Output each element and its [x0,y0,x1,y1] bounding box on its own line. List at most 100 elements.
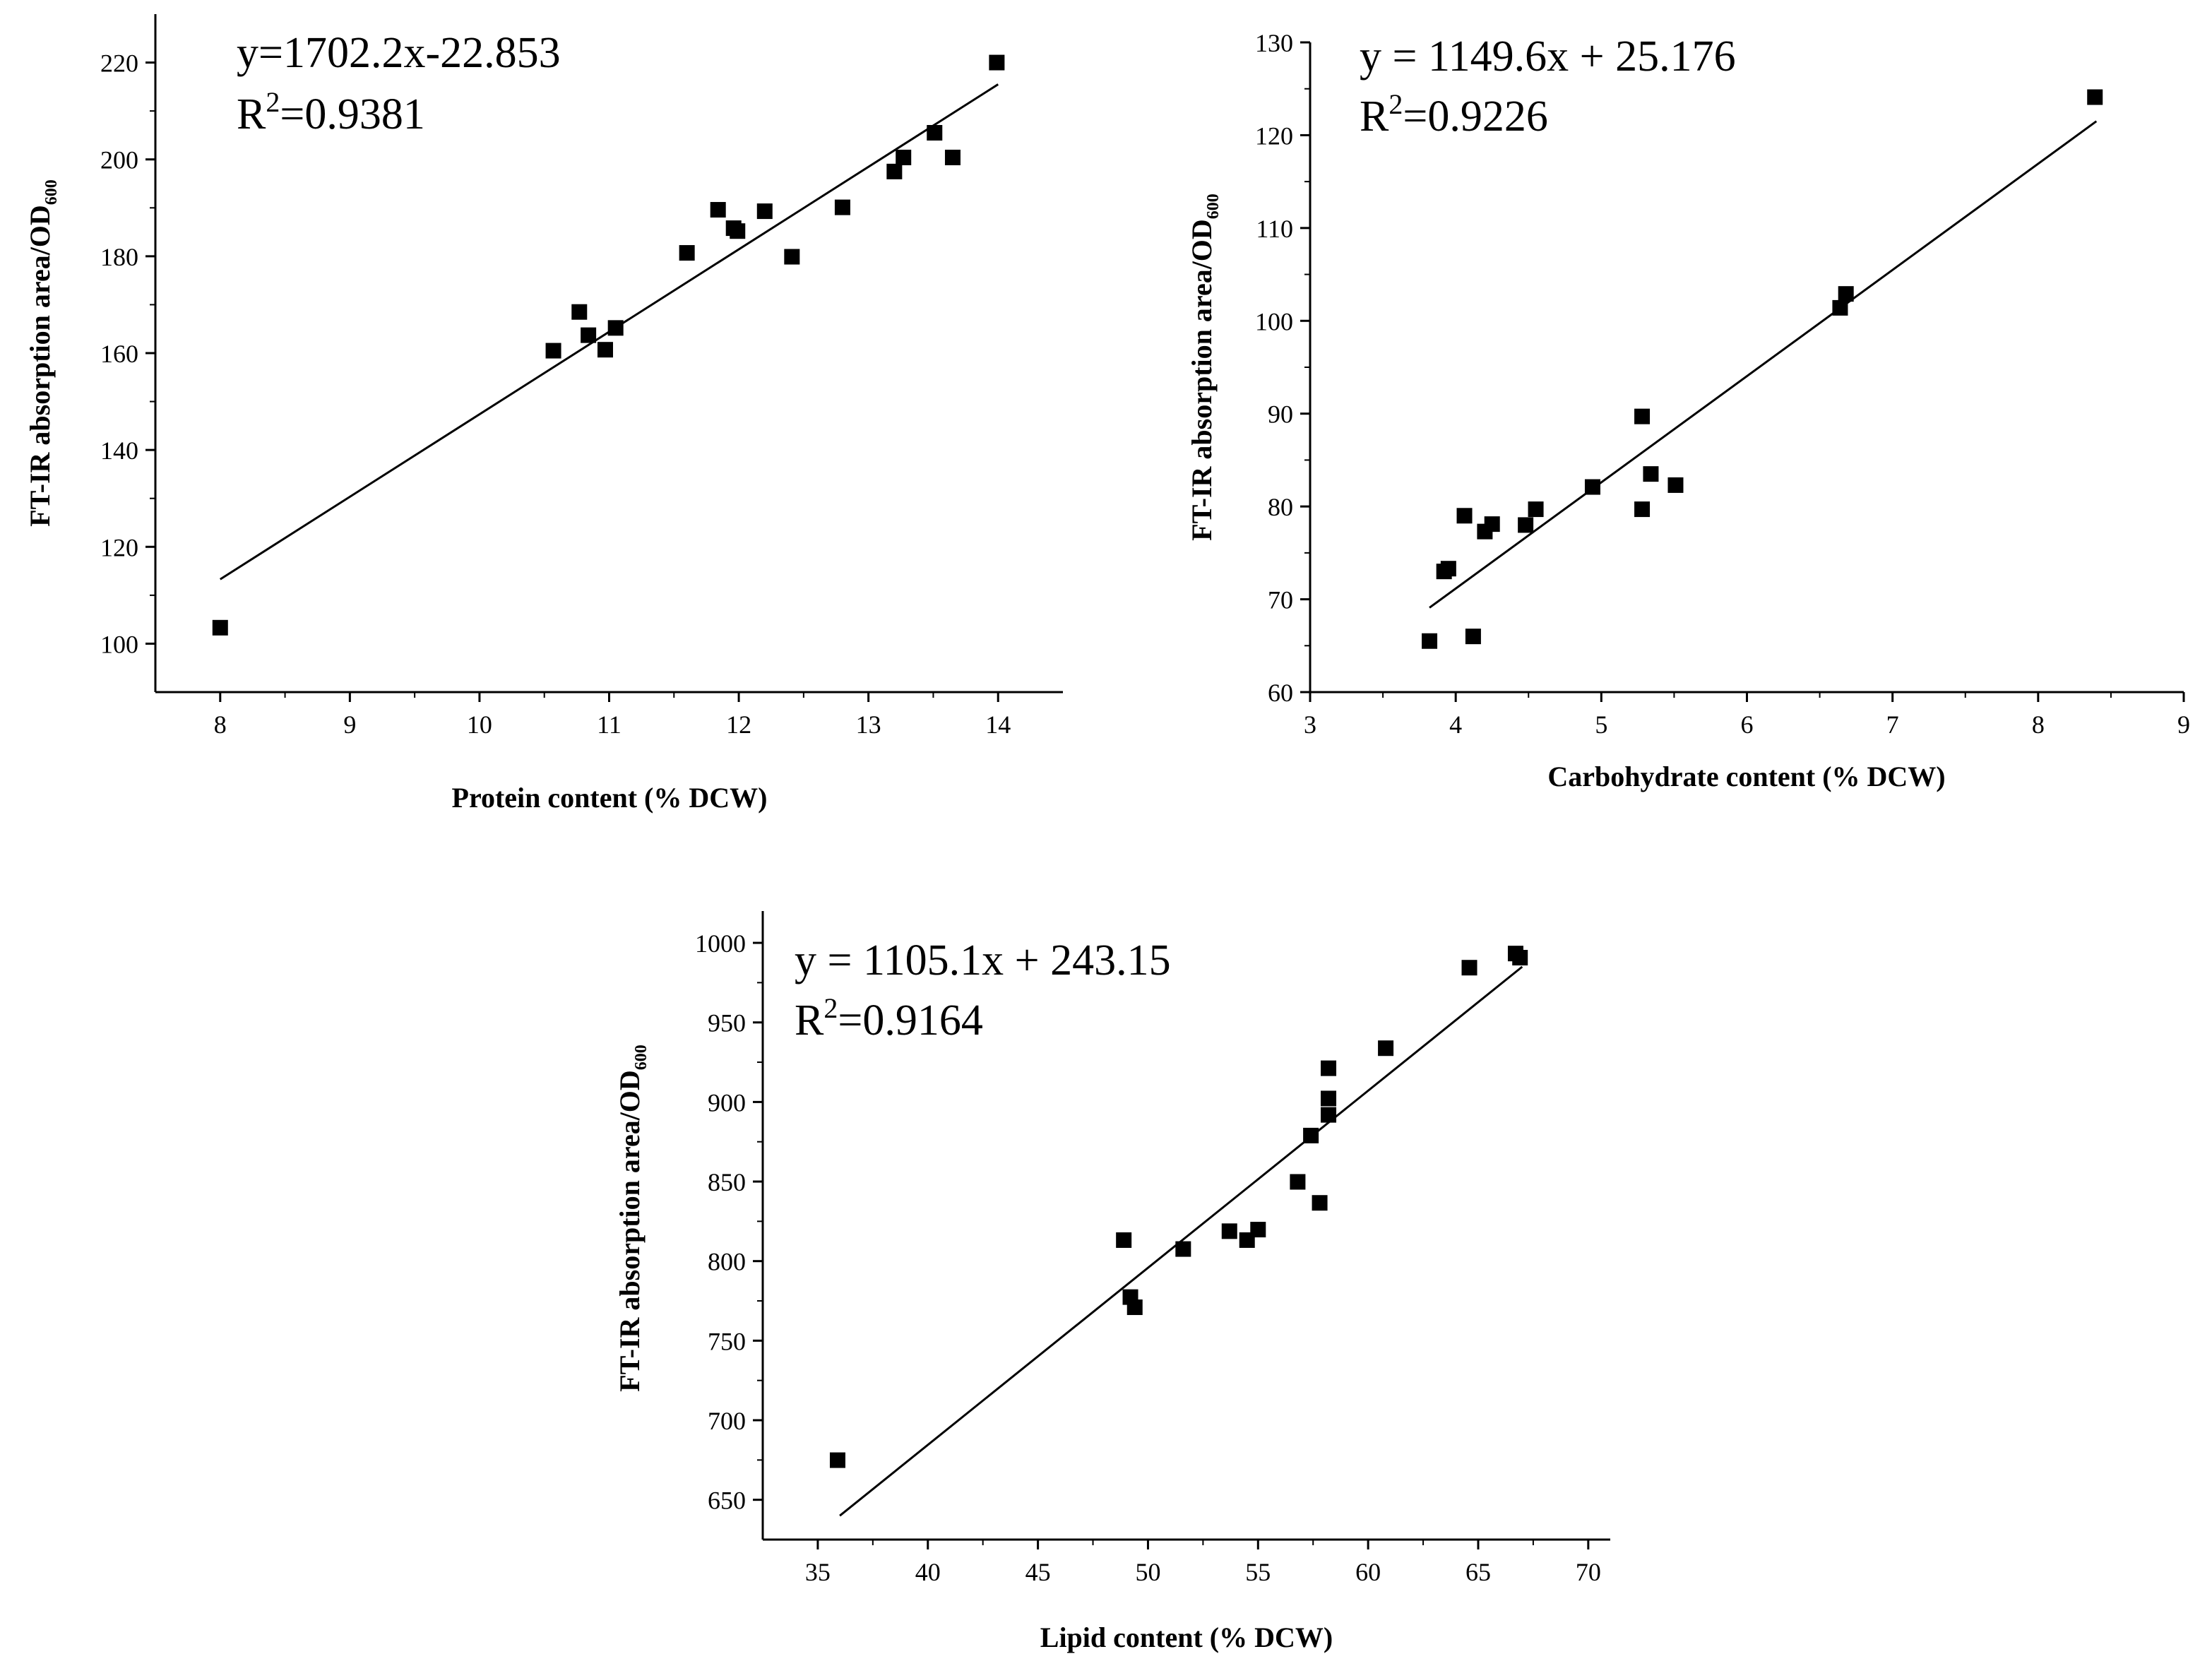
x-tick-label: 10 [467,710,492,739]
data-point [1422,633,1438,649]
y-tick-label: 160 [100,340,138,368]
data-point [1484,516,1500,532]
x-tick-label: 65 [1465,1558,1491,1586]
data-point [710,202,726,218]
y-tick-label: 80 [1268,493,1293,521]
data-point [829,1452,845,1468]
data-point [1175,1241,1191,1257]
r-squared-value: =0.9226 [1403,93,1547,141]
data-point [545,343,561,359]
data-point [1461,960,1477,976]
y-tick-label: 700 [708,1407,746,1435]
data-point [607,320,624,336]
r-squared-prefix: R [237,90,266,138]
y-tick-label: 850 [708,1168,746,1196]
regression-equation: y = 1105.1x + 243.15 [795,936,1171,984]
data-point [597,342,613,358]
y-axis-label: FT-IR absorption area/OD600 [24,179,61,527]
x-tick-label: 8 [2032,710,2045,739]
x-tick-label: 6 [1741,710,1754,739]
data-point [1321,1060,1337,1076]
data-point [1221,1223,1237,1239]
data-point [1584,479,1600,495]
y-tick-label: 110 [1256,215,1293,243]
data-point [756,203,773,220]
r-squared-value: =0.9381 [280,90,424,138]
y-tick-label: 100 [100,630,138,658]
x-tick-label: 9 [343,710,356,739]
regression-equation: y = 1149.6x + 25.176 [1360,32,1736,81]
data-point [886,163,903,179]
y-tick-label: 130 [1255,29,1293,57]
x-tick-label: 60 [1355,1558,1381,1586]
data-point [730,223,746,239]
data-point [1250,1222,1266,1238]
y-tick-label: 800 [708,1248,746,1276]
x-tick-label: 8 [214,710,227,739]
y-tick-label: 200 [100,146,138,174]
x-tick-label: 45 [1025,1558,1051,1586]
data-point [1440,561,1456,577]
data-point [2087,89,2103,105]
data-point [1321,1107,1337,1123]
r-squared-prefix: R [795,996,824,1045]
r-squared-label: R2=0.9381 [237,86,425,138]
r-squared-superscript: 2 [266,86,280,118]
chart-lipid: 35 40 45 50 55 60 65 70 650 700 750 800 850 900 950 100… [614,911,1610,1653]
regression-equation: y=1702.2x-22.853 [237,29,561,77]
data-point [1838,286,1854,302]
data-point [212,619,228,636]
data-point [1303,1127,1319,1143]
data-point [784,249,800,265]
data-point [927,125,943,141]
data-point [571,304,588,320]
data-point [1378,1040,1394,1057]
y-tick-label: 180 [100,243,138,271]
y-tick-label: 140 [100,436,138,465]
r-squared-label: R2=0.9164 [795,992,983,1045]
y-axis-label-subscript: 600 [1204,194,1223,219]
y-tick-label: 1000 [695,929,746,958]
y-tick-label: 750 [708,1327,746,1355]
r-squared-value: =0.9164 [838,996,982,1045]
r-squared-superscript: 2 [1389,88,1403,120]
data-point [896,149,912,165]
y-axis-label: FT-IR absorption area/OD600 [1186,194,1223,541]
y-axis-label-subscript: 600 [42,179,61,205]
regression-line [839,965,1523,1517]
x-tick-label: 4 [1449,710,1462,739]
y-tick-label: 220 [100,49,138,78]
y-tick-label: 650 [708,1487,746,1515]
y-axis-label-main: FT-IR absorption area/OD [1186,219,1218,541]
x-tick-label: 70 [1576,1558,1601,1586]
x-tick-label: 7 [1886,710,1899,739]
y-tick-label: 900 [708,1088,746,1117]
data-point [944,149,961,165]
data-point [581,327,597,343]
data-point [1465,629,1481,645]
r-squared-superscript: 2 [823,992,838,1024]
y-tick-label: 120 [100,533,138,561]
y-tick-label: 90 [1268,400,1293,429]
data-point [1643,466,1659,482]
x-tick-label: 13 [856,710,881,739]
x-tick-label: 40 [915,1558,941,1586]
data-point [1312,1195,1328,1211]
r-squared-label: R2=0.9226 [1360,88,1548,141]
data-point [834,199,850,215]
x-tick-label: 55 [1245,1558,1271,1586]
x-axis-label: Carbohydrate content (% DCW) [1547,761,1945,792]
data-point [1667,477,1684,493]
data-point [1528,501,1544,518]
y-tick-label: 60 [1268,679,1293,707]
data-point [989,54,1005,71]
data-point [1512,950,1528,966]
data-point [1832,299,1848,316]
y-tick-label: 120 [1255,121,1293,150]
data-point [1518,517,1534,533]
y-tick-label: 70 [1268,586,1293,614]
y-axis-label-main: FT-IR absorption area/OD [614,1070,646,1392]
x-tick-label: 5 [1595,710,1607,739]
data-point [1634,408,1651,424]
